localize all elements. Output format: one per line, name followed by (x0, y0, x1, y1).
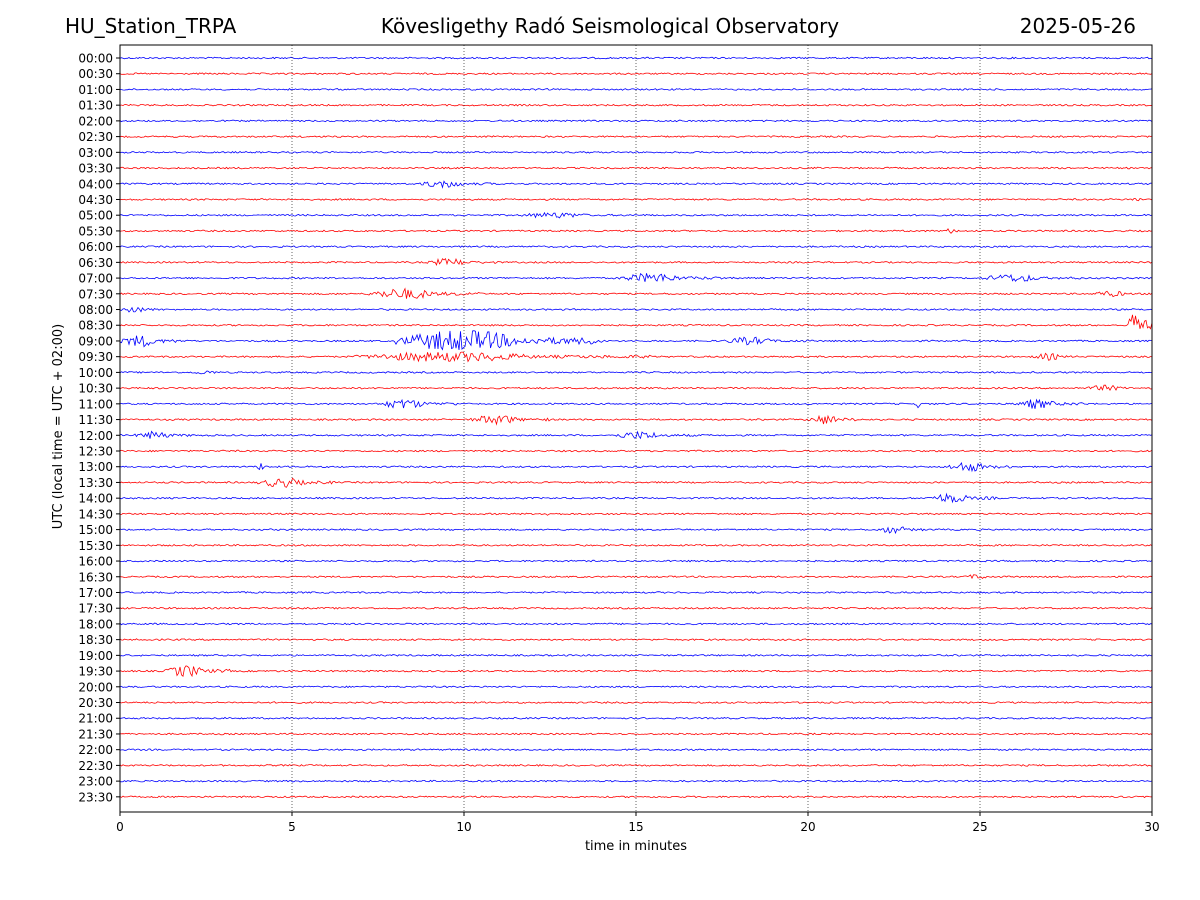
y-tick-label: 20:30 (78, 696, 113, 710)
x-tick-label: 25 (972, 820, 987, 834)
y-tick-label: 11:30 (78, 413, 113, 427)
y-tick-label: 09:30 (78, 350, 113, 364)
y-tick-label: 15:00 (78, 523, 113, 537)
x-tick-label: 10 (456, 820, 471, 834)
y-tick-label: 22:30 (78, 759, 113, 773)
trace-0430 (119, 198, 1153, 202)
trace-0500 (119, 211, 1153, 219)
x-tick-label: 15 (628, 820, 643, 834)
trace-0830 (119, 314, 1153, 330)
trace-1700 (119, 591, 1153, 594)
y-tick-label: 20:00 (78, 680, 113, 694)
trace-1730 (119, 606, 1153, 610)
y-tick-label: 11:00 (78, 397, 113, 411)
y-tick-label: 21:30 (78, 727, 113, 741)
x-tick-label: 5 (288, 820, 296, 834)
y-tick-label: 13:00 (78, 460, 113, 474)
x-tick-label: 0 (116, 820, 124, 834)
trace-0930 (119, 351, 1153, 363)
y-tick-label: 19:00 (78, 649, 113, 663)
x-axis-label: time in minutes (585, 839, 687, 854)
trace-1500 (119, 526, 1153, 535)
y-tick-label: 19:30 (78, 665, 113, 679)
y-tick-label: 00:30 (78, 67, 113, 81)
y-tick-label: 22:00 (78, 743, 113, 757)
y-tick-label: 18:30 (78, 633, 113, 647)
y-tick-label: 05:00 (78, 209, 113, 223)
y-tick-label: 08:00 (78, 303, 113, 317)
record-date: 2025-05-26 (1019, 14, 1136, 38)
y-tick-label: 05:30 (78, 224, 113, 238)
y-tick-label: 12:30 (78, 445, 113, 459)
trace-2130 (120, 732, 1153, 736)
x-tick-label: 20 (800, 820, 815, 834)
y-tick-label: 06:30 (78, 256, 113, 270)
trace-0700 (119, 273, 1153, 282)
trace-1530 (119, 543, 1153, 547)
y-tick-label: 03:30 (78, 162, 113, 176)
y-tick-label: 03:00 (78, 146, 113, 160)
trace-1100 (119, 398, 1153, 409)
y-tick-label: 06:00 (78, 240, 113, 254)
trace-2330 (119, 795, 1153, 799)
y-tick-label: 13:30 (78, 476, 113, 490)
y-tick-label: 15:30 (78, 539, 113, 553)
y-tick-label: 00:00 (78, 52, 113, 66)
y-tick-label: 02:00 (78, 114, 113, 128)
y-tick-label: 23:30 (78, 790, 113, 804)
y-tick-label: 07:00 (78, 272, 113, 286)
trace-0030 (119, 72, 1153, 76)
trace-2200 (119, 748, 1153, 752)
y-tick-label: 01:30 (78, 99, 113, 113)
x-tick-label: 30 (1144, 820, 1159, 834)
y-tick-label: 02:30 (78, 130, 113, 144)
trace-1300 (119, 462, 1153, 473)
trace-1930 (119, 665, 1153, 678)
y-tick-label: 18:00 (78, 617, 113, 631)
trace-0900 (119, 330, 1152, 351)
y-tick-label: 09:00 (78, 334, 113, 348)
y-tick-label: 12:00 (78, 429, 113, 443)
x-axis: 0 5 10 15 20 25 30 (116, 812, 1160, 834)
y-tick-label: 07:30 (78, 287, 113, 301)
y-tick-label: 21:00 (78, 712, 113, 726)
y-tick-label: 10:30 (78, 382, 113, 396)
trace-1330 (119, 477, 1153, 488)
y-tick-label: 01:00 (78, 83, 113, 97)
y-tick-label: 10:00 (78, 366, 113, 380)
y-tick-label: 04:00 (78, 177, 113, 191)
grid-layer (291, 45, 981, 812)
y-tick-label: 08:30 (78, 319, 113, 333)
trace-0100 (119, 88, 1153, 91)
trace-0730 (119, 287, 1153, 300)
y-tick-label: 04:30 (78, 193, 113, 207)
observatory-title: Kövesligethy Radó Seismological Observat… (380, 14, 840, 38)
y-axis-label: UTC (local time = UTC + 02:00) (51, 324, 66, 529)
y-tick-label: 17:30 (78, 602, 113, 616)
station-name: HU_Station_TRPA (65, 14, 237, 38)
y-tick-label: 17:00 (78, 586, 113, 600)
trace-1900 (119, 654, 1153, 657)
y-tick-label: 14:30 (78, 507, 113, 521)
trace-0230 (119, 135, 1153, 138)
trace-0300 (119, 150, 1153, 154)
y-tick-label: 16:00 (78, 555, 113, 569)
y-tick-label: 16:30 (78, 570, 113, 584)
y-tick-label: 14:00 (78, 492, 113, 506)
y-tick-label: 23:00 (78, 775, 113, 789)
